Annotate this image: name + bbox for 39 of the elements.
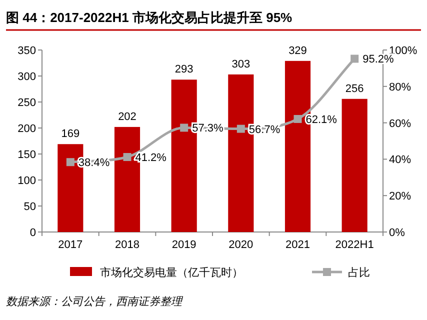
y2-tick-label: 80%	[389, 81, 412, 94]
legend-label: 占比	[348, 266, 370, 279]
y-tick-label: 350	[18, 45, 36, 57]
data-label: 38.4%	[78, 157, 110, 170]
data-label: 202	[118, 110, 136, 123]
y-tick-label: 150	[18, 149, 36, 161]
data-label: 329	[288, 44, 307, 57]
y-tick-label: 200	[18, 123, 36, 135]
y-tick-label: 100	[18, 175, 36, 187]
source-note: 数据来源：公司公告，西南证券整理	[6, 295, 184, 308]
data-label: 169	[61, 128, 80, 140]
y2-tick-label: 20%	[389, 190, 412, 203]
x-tick-label: 2017	[58, 239, 83, 251]
x-tick-label: 2021	[286, 239, 310, 251]
point	[123, 153, 132, 162]
x-tick-label: 2018	[115, 239, 140, 251]
point	[236, 124, 245, 133]
y-tick-label: 0	[30, 227, 36, 239]
data-label: 57.3%	[192, 122, 224, 135]
y2-tick-label: 40%	[389, 154, 412, 166]
x-tick-label: 2020	[228, 239, 254, 251]
point	[294, 114, 302, 123]
y2-tick-label: 0%	[389, 227, 406, 239]
x-tick-label: 2022H1	[335, 239, 374, 251]
bar	[342, 98, 368, 232]
y-tick-label: 300	[18, 71, 36, 83]
legend-label: 市场化交易电量（亿千瓦时）	[100, 266, 243, 279]
x-tick-label: 2019	[172, 239, 196, 251]
data-label: 56.7%	[248, 124, 280, 136]
point	[180, 124, 188, 132]
point	[66, 158, 74, 166]
point	[350, 54, 359, 63]
y-tick-label: 50	[24, 201, 36, 213]
y2-tick-label: 60%	[389, 118, 412, 130]
data-label: 293	[174, 64, 194, 76]
data-label: 303	[232, 58, 250, 70]
y-tick-label: 250	[18, 97, 36, 109]
data-label: 256	[345, 82, 364, 95]
chart-title: 图 44：2017-2022H1 市场化交易占比提升至 95%	[6, 10, 293, 25]
